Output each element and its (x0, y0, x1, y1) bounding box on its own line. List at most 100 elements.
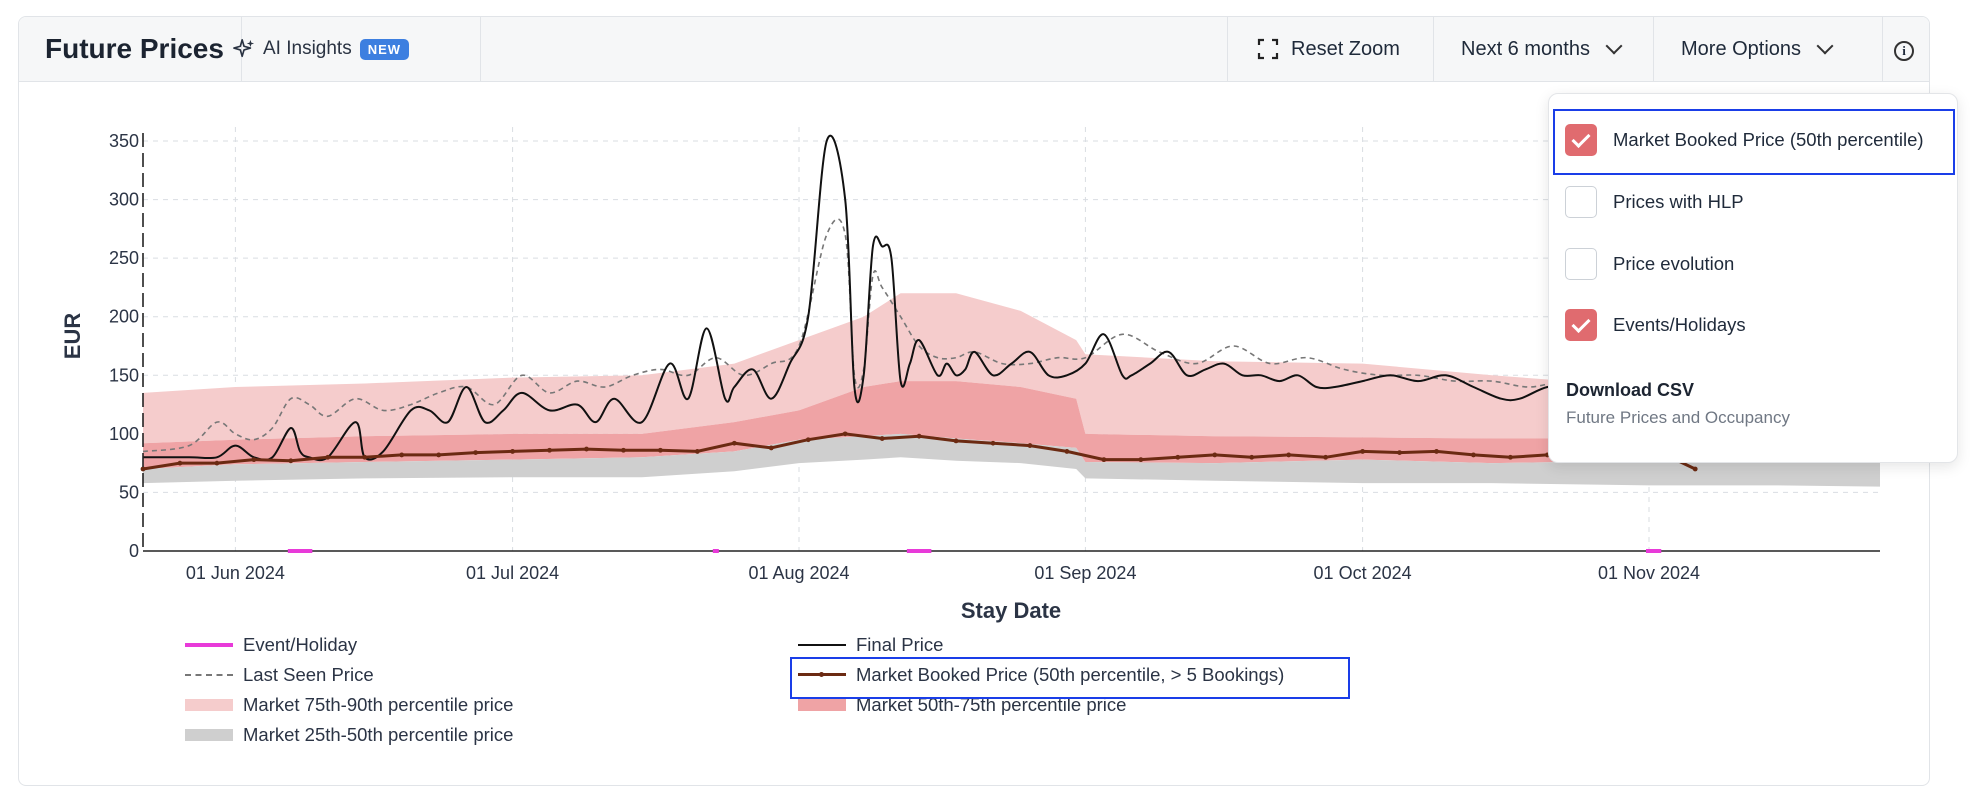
legend-label: Event/Holiday (243, 634, 358, 655)
booked-price-point (731, 440, 737, 446)
legend-swatch (798, 639, 846, 651)
more-options-menu: Market Booked Price (50th percentile) Pr… (1548, 93, 1958, 463)
header-divider (241, 17, 242, 81)
legend-p25-50[interactable]: Market 25th-50th percentile price (185, 724, 513, 746)
band-p25-50 (143, 433, 1880, 487)
y-tick-label: 50 (119, 482, 139, 502)
option-market-booked-price[interactable]: Market Booked Price (50th percentile) (1565, 124, 1924, 156)
header-divider (1227, 17, 1228, 81)
option-prices-with-hlp[interactable]: Prices with HLP (1565, 186, 1744, 218)
final-price-line (143, 134, 1880, 462)
ai-insights-button[interactable]: AI Insights NEW (233, 17, 410, 81)
booked-price-point (473, 450, 479, 455)
legend-label: Last Seen Price (243, 664, 374, 685)
band-p50-75 (143, 381, 1880, 469)
booked-price-point (584, 446, 589, 452)
booked-price-point (251, 457, 257, 463)
checkbox[interactable] (1565, 186, 1597, 218)
booked-price-point (399, 452, 405, 458)
legend-final-price[interactable]: Final Price (798, 634, 943, 656)
booked-price-point (1397, 450, 1402, 455)
header-divider (1653, 17, 1654, 81)
checkbox[interactable] (1565, 248, 1597, 280)
booked-price-point (916, 433, 922, 439)
new-badge: NEW (359, 38, 410, 60)
option-events-holidays[interactable]: Events/Holidays (1565, 309, 1746, 341)
legend-label: Market 50th-75th percentile price (856, 694, 1127, 715)
booked-price-point (325, 454, 331, 460)
y-tick-label: 100 (109, 424, 139, 444)
booked-price-point (140, 466, 146, 472)
booked-price-point (1138, 457, 1144, 463)
more-options-button[interactable]: More Options (1681, 17, 1834, 81)
x-tick-label: 01 Oct 2024 (1314, 563, 1412, 583)
band-p75-90 (143, 293, 1880, 444)
event-marker (712, 549, 719, 553)
ai-insights-label: AI Insights (263, 38, 352, 59)
booked-price-point (1360, 449, 1365, 454)
reset-zoom-button[interactable]: Reset Zoom (1257, 17, 1400, 81)
x-axis-title: Stay Date (961, 598, 1061, 623)
booked-price-point (768, 445, 774, 451)
header-divider (480, 17, 481, 81)
legend-label: Market Booked Price (50th percentile, > … (856, 664, 1285, 685)
booked-price-point (1212, 452, 1218, 458)
y-tick-label: 250 (109, 248, 139, 268)
percentile-bands (143, 293, 1880, 487)
option-label: Prices with HLP (1613, 191, 1744, 212)
checkbox[interactable] (1565, 124, 1597, 156)
legend-p75-90[interactable]: Market 75th-90th percentile price (185, 694, 513, 716)
header-divider (1433, 17, 1434, 81)
legend-booked-price[interactable]: Market Booked Price (50th percentile, > … (798, 664, 1284, 686)
booked-price-point (658, 447, 663, 453)
reset-zoom-label: Reset Zoom (1291, 37, 1400, 60)
option-label: Events/Holidays (1613, 314, 1746, 335)
last-seen-price-line (142, 218, 1881, 453)
option-label: Market Booked Price (50th percentile) (1613, 129, 1924, 150)
legend-swatch (185, 699, 233, 711)
booked-price-point (805, 437, 811, 443)
booked-price-point (953, 438, 959, 444)
legend-swatch (185, 669, 233, 681)
legend-swatch (798, 699, 846, 711)
legend-label: Market 25th-50th percentile price (243, 724, 514, 745)
legend-label: Final Price (856, 634, 944, 655)
booked-price-point (177, 460, 183, 466)
booked-price-point (1508, 454, 1513, 460)
booked-price-point (694, 449, 700, 454)
booked-price-point (842, 431, 848, 437)
booked-price-point (621, 447, 626, 453)
booked-price-point (510, 449, 515, 454)
y-axis-title: EUR (60, 313, 85, 360)
range-label: Next 6 months (1461, 37, 1590, 60)
booked-price-point (1249, 454, 1255, 460)
booked-price-point (1101, 457, 1107, 463)
booked-price-point (879, 436, 885, 441)
download-csv-link[interactable]: Download CSV (1566, 380, 1695, 400)
x-tick-label: 01 Nov 2024 (1598, 563, 1700, 583)
legend-swatch (185, 729, 233, 741)
booked-price-point (547, 447, 552, 453)
expand-icon (1257, 38, 1279, 60)
booked-price-point (1434, 449, 1439, 454)
booked-price-point (436, 452, 442, 458)
legend-event-holiday[interactable]: Event/Holiday (185, 634, 357, 656)
booked-price-point (1064, 449, 1070, 454)
booked-price-point (1471, 452, 1476, 458)
legend-p50-75[interactable]: Market 50th-75th percentile price (798, 694, 1126, 716)
checkbox[interactable] (1565, 309, 1597, 341)
event-marker (1646, 549, 1662, 553)
range-dropdown[interactable]: Next 6 months (1461, 17, 1623, 81)
legend-swatch (185, 639, 233, 651)
booked-price-point (214, 460, 220, 466)
legend-last-seen-price[interactable]: Last Seen Price (185, 664, 374, 686)
y-tick-label: 0 (129, 541, 139, 561)
y-tick-label: 200 (109, 307, 139, 327)
event-marker (906, 549, 932, 553)
info-icon[interactable]: i (1894, 41, 1914, 61)
option-price-evolution[interactable]: Price evolution (1565, 248, 1734, 280)
axes: 0 50 100 150 200 250 300 350 01 Jun 2024 01 Jul 2… (109, 131, 1880, 583)
booked-price-point (1027, 443, 1033, 448)
price-lines (140, 134, 1881, 472)
x-tick-label: 01 Jun 2024 (186, 563, 285, 583)
